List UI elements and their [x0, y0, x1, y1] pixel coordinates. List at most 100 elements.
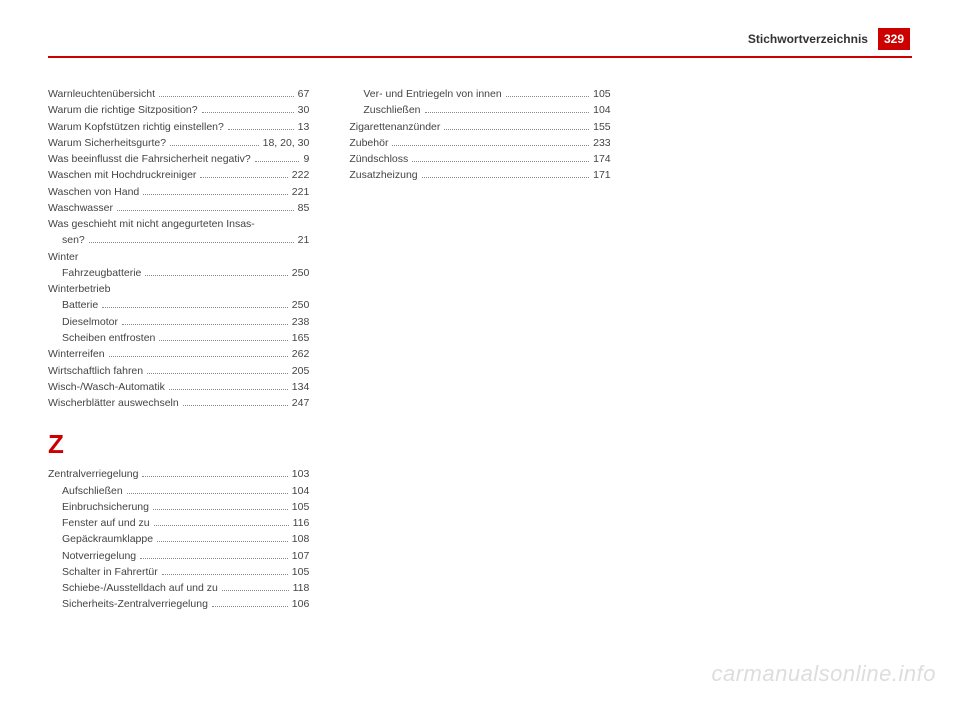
entry-label: Batterie [62, 297, 98, 313]
index-entry: Sicherheits-Zentralverriegelung106 [48, 596, 309, 612]
entry-page: 105 [292, 564, 310, 580]
entry-label: Zündschloss [349, 151, 408, 167]
entry-page: 171 [593, 167, 611, 183]
group-head-winterbetrieb: Winterbetrieb [48, 281, 309, 297]
leader-dots [154, 525, 289, 526]
index-entry: Schalter in Fahrertür 105 [48, 564, 309, 580]
entry-page: 250 [292, 265, 310, 281]
entry-label-line1: Was geschieht mit nicht angegurteten Ins… [48, 216, 309, 232]
index-entry: Zigarettenanzünder155 [349, 119, 610, 135]
entry-page: 222 [292, 167, 310, 183]
leader-dots [170, 145, 259, 146]
index-entry: Waschen von Hand221 [48, 184, 309, 200]
leader-dots [89, 242, 294, 243]
leader-dots [127, 493, 288, 494]
section-letter-z: Z [48, 429, 309, 460]
leader-dots [506, 96, 589, 97]
entry-page: 105 [292, 499, 310, 515]
entry-label: Schiebe-/Ausstelldach auf und zu [62, 580, 218, 596]
entry-page: 30 [298, 102, 310, 118]
leader-dots [200, 177, 287, 178]
index-entry: Warum Sicherheitsgurte?18, 20, 30 [48, 135, 309, 151]
entry-label: Ver- und Entriegeln von innen [363, 86, 501, 102]
entry-page: 250 [292, 297, 310, 313]
leader-dots [444, 129, 589, 130]
entry-label: Notverriegelung [62, 548, 136, 564]
entry-label: Wischerblätter auswechseln [48, 395, 179, 411]
leader-dots [157, 541, 288, 542]
index-entry: Zubehör 233 [349, 135, 610, 151]
leader-dots [117, 210, 294, 211]
leader-dots [255, 161, 300, 162]
entry-label: Schalter in Fahrertür [62, 564, 158, 580]
index-entry: Wisch-/Wasch-Automatik 134 [48, 379, 309, 395]
leader-dots [140, 558, 288, 559]
entry-label: Warum die richtige Sitzposition? [48, 102, 198, 118]
index-entry: Zusatzheizung171 [349, 167, 610, 183]
entry-label: Waschen von Hand [48, 184, 139, 200]
index-entry: Fahrzeugbatterie 250 [48, 265, 309, 281]
entry-label: Fenster auf und zu [62, 515, 150, 531]
entry-label: sen? [62, 232, 85, 248]
entry-page: 104 [593, 102, 611, 118]
leader-dots [102, 307, 288, 308]
header-rule [48, 56, 912, 58]
column-1: Warnleuchtenübersicht67 Warum die richti… [48, 86, 309, 613]
index-entry: Zentralverriegelung103 [48, 466, 309, 482]
index-entry: Winterreifen262 [48, 346, 309, 362]
entry-page: 21 [298, 232, 310, 248]
entry-label: Wirtschaftlich fahren [48, 363, 143, 379]
entry-label: Warum Kopfstützen richtig einstellen? [48, 119, 224, 135]
index-entry: Warum Kopfstützen richtig einstellen?13 [48, 119, 309, 135]
leader-dots [169, 389, 288, 390]
page-header: Stichwortverzeichnis 329 [48, 28, 912, 50]
leader-dots [212, 606, 288, 607]
entry-page: 105 [593, 86, 611, 102]
entry-page: 233 [593, 135, 611, 151]
content-columns: Warnleuchtenübersicht67 Warum die richti… [48, 86, 912, 613]
leader-dots [412, 161, 589, 162]
index-entry: Was beeinflusst die Fahrsicherheit negat… [48, 151, 309, 167]
leader-dots [122, 324, 288, 325]
index-entry: Scheiben entfrosten 165 [48, 330, 309, 346]
entry-label: Was beeinflusst die Fahrsicherheit negat… [48, 151, 251, 167]
index-entry: Aufschließen104 [48, 483, 309, 499]
entry-label: Zuschließen [363, 102, 420, 118]
entry-label: Warum Sicherheitsgurte? [48, 135, 166, 151]
entry-page: 134 [292, 379, 310, 395]
entry-label: Einbruchsicherung [62, 499, 149, 515]
entry-label: Sicherheits-Zentralverriegelung [62, 596, 208, 612]
entry-label: Aufschließen [62, 483, 123, 499]
leader-dots [202, 112, 294, 113]
group-head-winter: Winter [48, 249, 309, 265]
entry-label: Waschwasser [48, 200, 113, 216]
leader-dots [147, 373, 288, 374]
entry-label: Zubehör [349, 135, 388, 151]
entry-page: 118 [293, 580, 310, 596]
entry-label: Warnleuchtenübersicht [48, 86, 155, 102]
leader-dots [109, 356, 288, 357]
watermark-text: carmanualsonline.info [711, 661, 936, 687]
entry-page: 107 [292, 548, 310, 564]
leader-dots [183, 405, 288, 406]
entry-label: Wisch-/Wasch-Automatik [48, 379, 165, 395]
entry-page: 165 [292, 330, 310, 346]
leader-dots [145, 275, 287, 276]
entry-page: 9 [303, 151, 309, 167]
leader-dots [153, 509, 288, 510]
index-entry: Wischerblätter auswechseln247 [48, 395, 309, 411]
header-title: Stichwortverzeichnis [748, 32, 868, 46]
entry-label: Zentralverriegelung [48, 466, 138, 482]
entry-label: Fahrzeugbatterie [62, 265, 141, 281]
entry-label: Dieselmotor [62, 314, 118, 330]
entry-label: Gepäckraumklappe [62, 531, 153, 547]
entry-label: Scheiben entfrosten [62, 330, 155, 346]
leader-dots [143, 194, 288, 195]
index-entry: Wirtschaftlich fahren205 [48, 363, 309, 379]
index-entry: Schiebe-/Ausstelldach auf und zu 118 [48, 580, 309, 596]
entry-page: 238 [292, 314, 310, 330]
index-entry: Dieselmotor 238 [48, 314, 309, 330]
entry-page: 116 [293, 515, 310, 531]
leader-dots [392, 145, 589, 146]
leader-dots [142, 476, 287, 477]
